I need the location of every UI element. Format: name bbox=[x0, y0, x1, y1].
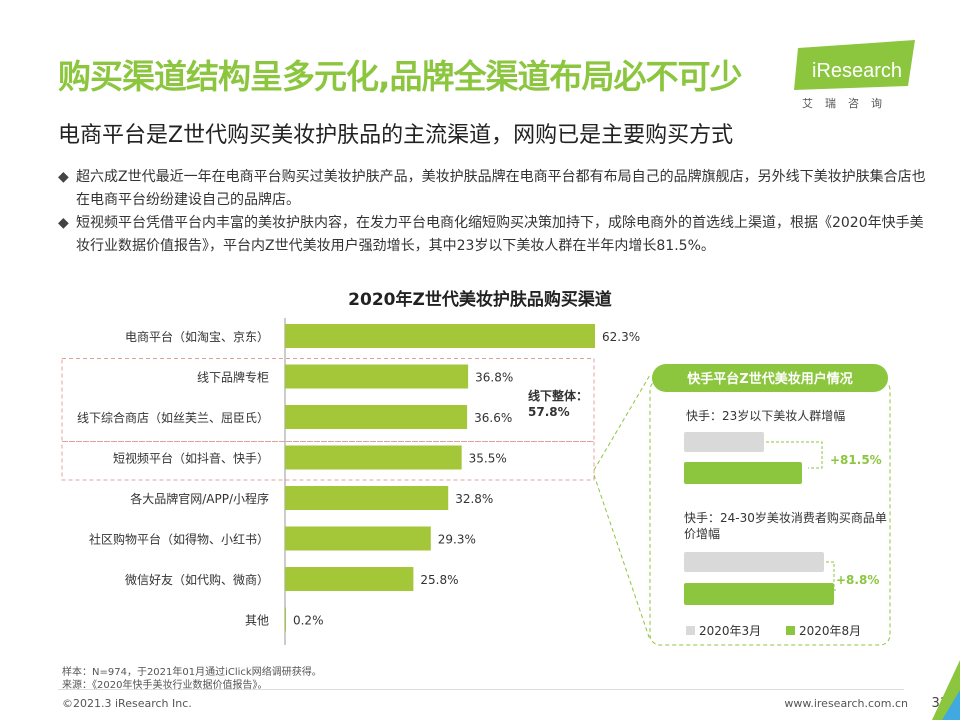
inset-group-label: 快手：24-30岁美妆消费者购买商品单 bbox=[684, 510, 887, 525]
bar bbox=[285, 405, 468, 429]
value-label: 25.8% bbox=[420, 573, 458, 587]
copyright: ©2021.3 iResearch Inc. bbox=[62, 697, 192, 710]
inset-group-label: 快手：23岁以下美妆人群增幅 bbox=[686, 408, 845, 423]
logo-subtitle: 艾瑞咨询 bbox=[802, 97, 894, 110]
short-video-group-box bbox=[61, 441, 595, 481]
bar bbox=[285, 364, 469, 389]
corner-decoration bbox=[932, 660, 960, 720]
page-title: 购买渠道结构呈多元化,品牌全渠道布局必不可少 bbox=[58, 57, 743, 96]
bullet-item: ◆ 超六成Z世代最近一年在电商平台购买过美妆护肤产品，美妆护肤品牌在电商平台都有… bbox=[58, 166, 928, 212]
legend-label: 2020年8月 bbox=[799, 624, 861, 638]
category-label: 短视频平台（如抖音、快手） bbox=[113, 451, 269, 466]
category-label: 各大品牌官网/APP/小程序 bbox=[130, 491, 269, 506]
growth-arrow bbox=[766, 441, 823, 469]
bar bbox=[285, 445, 462, 470]
legend-swatch bbox=[786, 626, 795, 635]
category-label: 线下综合商店（如丝芙兰、屈臣氏） bbox=[77, 410, 269, 425]
bar bbox=[285, 486, 449, 510]
value-label: 36.8% bbox=[475, 371, 513, 385]
inset-header bbox=[652, 364, 888, 392]
connector-line bbox=[593, 374, 651, 471]
bar bbox=[285, 567, 414, 591]
diamond-icon: ◆ bbox=[58, 169, 69, 185]
category-label: 电商平台（如淘宝、京东） bbox=[125, 329, 269, 344]
iresearch-logo: iResearch 艾瑞咨询 bbox=[790, 38, 920, 110]
bar bbox=[285, 526, 431, 551]
growth-label: +81.5% bbox=[830, 453, 882, 467]
logo-text: iResearch bbox=[812, 60, 903, 82]
footer-divider bbox=[58, 689, 904, 690]
bullet-text: 短视频平台凭借平台内丰富的美妆护肤内容，在发力平台电商化缩短购买决策加持下，成除… bbox=[76, 215, 924, 254]
category-label: 其他 bbox=[245, 614, 269, 628]
category-label: 社区购物平台（如得物、小红书） bbox=[89, 532, 269, 547]
annotation-value: 57.8% bbox=[528, 405, 570, 419]
offline-group-box bbox=[61, 358, 595, 442]
diamond-icon: ◆ bbox=[58, 215, 69, 231]
value-label: 32.8% bbox=[455, 492, 493, 506]
growth-label: +8.8% bbox=[836, 573, 879, 587]
legend-swatch bbox=[686, 626, 695, 635]
value-label: 62.3% bbox=[602, 330, 640, 344]
value-label: 36.6% bbox=[474, 411, 512, 425]
bar bbox=[285, 607, 286, 632]
website-url: www.iresearch.com.cn bbox=[784, 697, 908, 710]
connector-line bbox=[593, 474, 651, 641]
inset-bar-march bbox=[684, 432, 764, 452]
bullet-text: 超六成Z世代最近一年在电商平台购买过美妆护肤产品，美妆护肤品牌在电商平台都有布局… bbox=[76, 169, 926, 208]
inset-title: 快手平台Z世代美妆用户情况 bbox=[687, 371, 852, 387]
growth-arrow bbox=[826, 561, 838, 591]
value-label: 29.3% bbox=[438, 533, 476, 547]
bullet-item: ◆ 短视频平台凭借平台内丰富的美妆护肤内容，在发力平台电商化缩短购买决策加持下，… bbox=[58, 212, 928, 258]
annotation-label: 线下整体： bbox=[528, 388, 588, 403]
chart-title: 2020年Z世代美妆护肤品购买渠道 bbox=[348, 290, 612, 310]
inset-bar-march bbox=[684, 552, 824, 572]
logo-shape bbox=[794, 40, 915, 90]
bullet-list: ◆ 超六成Z世代最近一年在电商平台购买过美妆护肤产品，美妆护肤品牌在电商平台都有… bbox=[58, 166, 928, 258]
value-label: 0.2% bbox=[293, 614, 324, 628]
category-label: 微信好友（如代购、微商） bbox=[125, 572, 269, 587]
bar bbox=[285, 324, 595, 348]
page-subtitle: 电商平台是Z世代购买美妆护肤品的主流渠道，网购已是主要购买方式 bbox=[58, 123, 734, 148]
inset-bar-august bbox=[684, 462, 802, 484]
value-label: 35.5% bbox=[469, 452, 507, 466]
legend-label: 2020年3月 bbox=[699, 624, 761, 638]
inset-bar-august bbox=[684, 583, 834, 605]
source-note: 来源：《2020年快手美妆行业数据价值报告》。 bbox=[62, 680, 268, 691]
inset-group-label: 价增幅 bbox=[684, 526, 720, 541]
category-label: 线下品牌专柜 bbox=[197, 370, 269, 385]
sample-note: 样本：N=974，于2021年01月通过iClick网络调研获得。 bbox=[62, 667, 322, 678]
